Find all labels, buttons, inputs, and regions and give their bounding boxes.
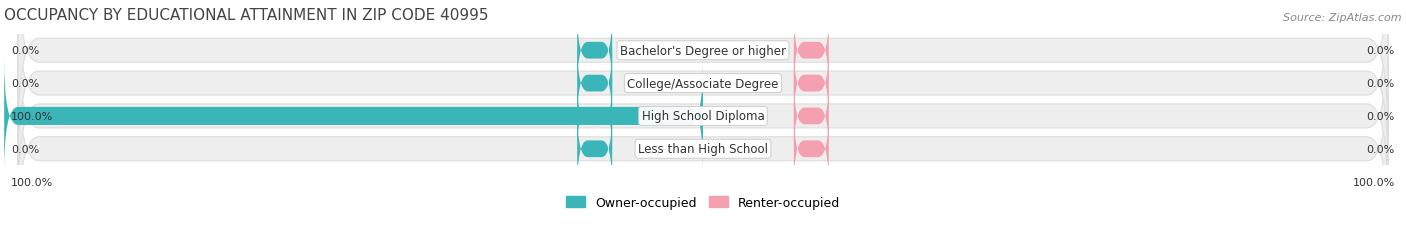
Text: College/Associate Degree: College/Associate Degree xyxy=(627,77,779,90)
FancyBboxPatch shape xyxy=(578,43,612,125)
FancyBboxPatch shape xyxy=(794,43,828,125)
Text: Source: ZipAtlas.com: Source: ZipAtlas.com xyxy=(1284,13,1402,23)
Text: High School Diploma: High School Diploma xyxy=(641,110,765,123)
Text: Less than High School: Less than High School xyxy=(638,143,768,156)
Text: OCCUPANCY BY EDUCATIONAL ATTAINMENT IN ZIP CODE 40995: OCCUPANCY BY EDUCATIONAL ATTAINMENT IN Z… xyxy=(4,8,489,23)
FancyBboxPatch shape xyxy=(4,60,703,173)
Text: 100.0%: 100.0% xyxy=(11,177,53,187)
FancyBboxPatch shape xyxy=(578,10,612,92)
Text: 0.0%: 0.0% xyxy=(11,144,39,154)
FancyBboxPatch shape xyxy=(18,30,1388,203)
FancyBboxPatch shape xyxy=(18,0,1388,137)
Text: 0.0%: 0.0% xyxy=(1367,111,1395,122)
FancyBboxPatch shape xyxy=(18,0,1388,170)
Text: 0.0%: 0.0% xyxy=(1367,79,1395,89)
FancyBboxPatch shape xyxy=(794,76,828,157)
FancyBboxPatch shape xyxy=(794,108,828,190)
FancyBboxPatch shape xyxy=(578,76,612,157)
Text: 100.0%: 100.0% xyxy=(11,111,53,122)
Text: 0.0%: 0.0% xyxy=(11,79,39,89)
Text: 0.0%: 0.0% xyxy=(1367,144,1395,154)
Text: 0.0%: 0.0% xyxy=(11,46,39,56)
Text: 0.0%: 0.0% xyxy=(1367,46,1395,56)
Legend: Owner-occupied, Renter-occupied: Owner-occupied, Renter-occupied xyxy=(567,196,839,209)
Text: Bachelor's Degree or higher: Bachelor's Degree or higher xyxy=(620,45,786,58)
FancyBboxPatch shape xyxy=(794,10,828,92)
FancyBboxPatch shape xyxy=(578,108,612,190)
Text: 100.0%: 100.0% xyxy=(1353,177,1395,187)
FancyBboxPatch shape xyxy=(18,63,1388,231)
